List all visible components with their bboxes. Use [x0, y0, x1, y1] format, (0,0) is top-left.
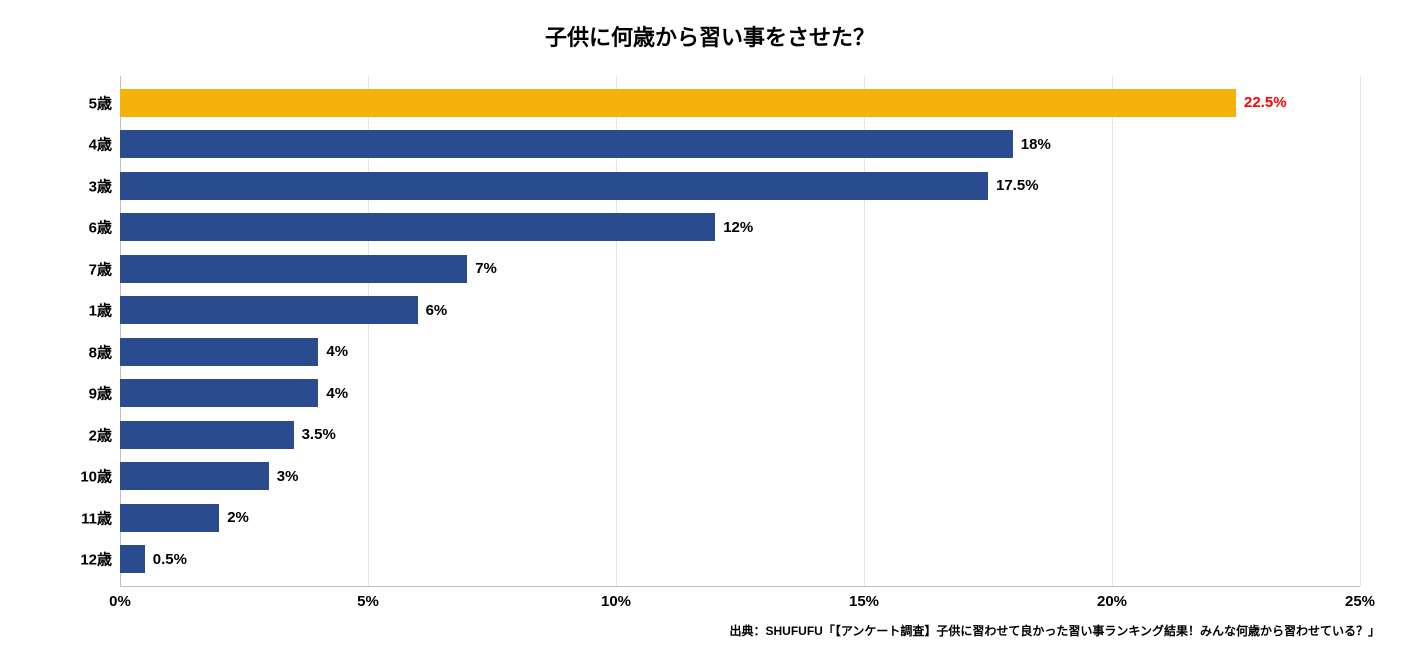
bar-row: 5歳22.5% — [120, 89, 1360, 117]
category-label: 11歳 — [62, 507, 112, 528]
bar-row: 11歳2% — [120, 504, 1360, 532]
plot-area: 5歳22.5% 4歳18% 3歳17.5% 6歳12% 7歳7% 1歳6% 8歳4% 9歳4%… — [120, 76, 1360, 586]
source-citation: 出典：SHUFUFU「【アンケート調査】子供に習わせて良かった習い事ランキング結… — [40, 622, 1380, 639]
bar-row: 8歳4% — [120, 338, 1360, 366]
x-axis: 0%5%10%15%20%25% — [120, 586, 1360, 618]
x-axis-tick: 25% — [1345, 593, 1375, 610]
bar-row: 10歳3% — [120, 462, 1360, 490]
value-label: 6% — [426, 302, 448, 319]
category-label: 6歳 — [62, 217, 112, 238]
category-label: 2歳 — [62, 424, 112, 445]
bar — [120, 379, 318, 407]
category-label: 5歳 — [62, 92, 112, 113]
bar-row: 9歳4% — [120, 379, 1360, 407]
value-label: 22.5% — [1244, 94, 1287, 111]
x-axis-tick: 5% — [357, 593, 379, 610]
chart-title: 子供に何歳から習い事をさせた？ — [40, 20, 1380, 52]
bar-row: 4歳18% — [120, 130, 1360, 158]
x-axis-tick: 15% — [849, 593, 879, 610]
value-label: 7% — [475, 260, 497, 277]
value-label: 4% — [326, 385, 348, 402]
category-label: 1歳 — [62, 300, 112, 321]
bar — [120, 421, 294, 449]
category-label: 3歳 — [62, 175, 112, 196]
value-label: 3.5% — [302, 426, 336, 443]
bar — [120, 545, 145, 573]
x-axis-tick: 0% — [109, 593, 131, 610]
bars: 5歳22.5% 4歳18% 3歳17.5% 6歳12% 7歳7% 1歳6% 8歳4% 9歳4%… — [120, 76, 1360, 586]
bar-row: 12歳0.5% — [120, 545, 1360, 573]
grid-line — [1360, 76, 1361, 586]
bar — [120, 89, 1236, 117]
bar-row: 7歳7% — [120, 255, 1360, 283]
category-label: 9歳 — [62, 383, 112, 404]
bar-row: 6歳12% — [120, 213, 1360, 241]
value-label: 3% — [277, 468, 299, 485]
bar-row: 3歳17.5% — [120, 172, 1360, 200]
bar — [120, 338, 318, 366]
value-label: 12% — [723, 219, 753, 236]
x-axis-tick: 10% — [601, 593, 631, 610]
value-label: 2% — [227, 509, 249, 526]
category-label: 8歳 — [62, 341, 112, 362]
bar-row: 1歳6% — [120, 296, 1360, 324]
category-label: 10歳 — [62, 466, 112, 487]
bar — [120, 130, 1013, 158]
value-label: 18% — [1021, 136, 1051, 153]
category-label: 4歳 — [62, 134, 112, 155]
bar — [120, 255, 467, 283]
category-label: 7歳 — [62, 258, 112, 279]
bar — [120, 462, 269, 490]
value-label: 4% — [326, 343, 348, 360]
bar — [120, 172, 988, 200]
bar — [120, 213, 715, 241]
bar — [120, 504, 219, 532]
x-axis-tick: 20% — [1097, 593, 1127, 610]
bar-row: 2歳3.5% — [120, 421, 1360, 449]
chart-container: 5歳22.5%4歳18%3歳17.5%6歳12%7歳7%1歳6%8歳4%9歳4%… — [40, 76, 1380, 618]
bar — [120, 296, 418, 324]
value-label: 0.5% — [153, 551, 187, 568]
value-label: 17.5% — [996, 177, 1039, 194]
bar-chart: 5歳22.5%4歳18%3歳17.5%6歳12%7歳7%1歳6%8歳4%9歳4%… — [40, 76, 1380, 618]
category-label: 12歳 — [62, 549, 112, 570]
